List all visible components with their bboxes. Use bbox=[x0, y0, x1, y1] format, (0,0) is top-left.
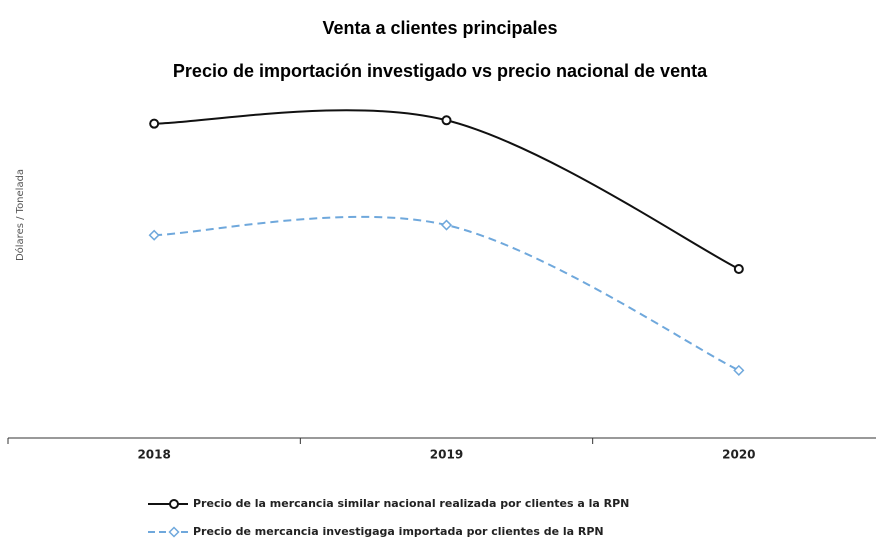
legend-label: Precio de mercancia investigaga importad… bbox=[193, 525, 604, 538]
legend-marker bbox=[169, 499, 179, 509]
data-point bbox=[733, 364, 745, 376]
legend-marker bbox=[168, 526, 180, 538]
chart-title: Venta a clientes principales bbox=[322, 18, 557, 38]
data-point bbox=[440, 219, 453, 231]
data-point bbox=[441, 115, 452, 126]
x-tick-label: 2018 bbox=[137, 448, 170, 462]
data-point bbox=[733, 264, 744, 274]
series-line bbox=[154, 215, 740, 372]
x-tick-label: 2019 bbox=[430, 448, 463, 462]
x-tick-label: 2020 bbox=[722, 448, 755, 462]
series-line bbox=[154, 109, 740, 270]
data-point bbox=[149, 118, 160, 129]
y-axis-label: Dólares / Tonelada bbox=[14, 169, 26, 261]
data-point bbox=[148, 229, 160, 241]
chart-subtitle: Precio de importación investigado vs pre… bbox=[173, 61, 708, 81]
legend-label: Precio de la mercancia similar nacional … bbox=[193, 497, 629, 510]
